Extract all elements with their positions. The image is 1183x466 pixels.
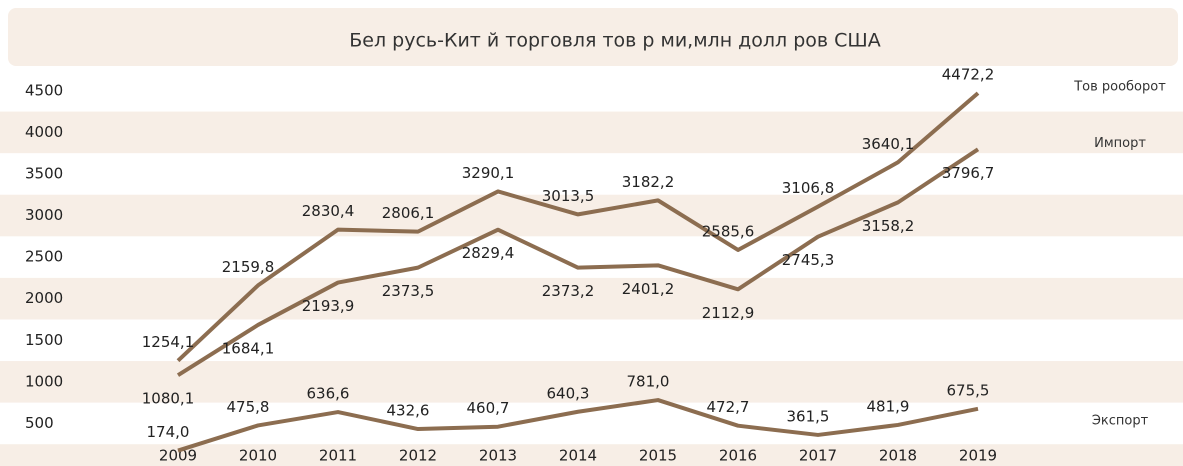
value-label: 781,0	[627, 373, 670, 391]
value-label: 460,7	[467, 399, 510, 417]
value-label: 2401,2	[622, 280, 675, 298]
x-tick-label: 2017	[799, 447, 837, 465]
title-band	[8, 8, 1178, 66]
value-label: 3796,7	[942, 164, 995, 182]
value-label: 1254,1	[142, 333, 195, 351]
x-tick-label: 2013	[479, 447, 517, 465]
value-label: 2373,2	[542, 282, 595, 300]
value-label: 481,9	[867, 397, 910, 415]
value-label: 3640,1	[862, 135, 915, 153]
y-tick-label: 1000	[25, 372, 63, 390]
value-label: 3106,8	[782, 179, 835, 197]
x-tick-label: 2014	[559, 447, 597, 465]
x-tick-label: 2012	[399, 447, 437, 465]
grid-band	[0, 194, 1183, 237]
value-label: 3158,2	[862, 217, 915, 235]
value-label: 2193,9	[302, 297, 355, 315]
value-label: 3290,1	[462, 164, 515, 182]
y-tick-label: 2000	[25, 289, 63, 307]
value-label: 2112,9	[702, 304, 755, 322]
value-label: 2830,4	[302, 202, 355, 220]
chart-title: Бел русь-Кит й торговля тов р ми,млн дол…	[349, 30, 881, 52]
value-label: 640,3	[547, 384, 590, 402]
value-label: 2159,8	[222, 258, 275, 276]
value-label: 675,5	[947, 381, 990, 399]
band	[0, 444, 1183, 466]
grid-band	[0, 277, 1183, 320]
legend-label: Тов рооборот	[1073, 80, 1166, 95]
value-label: 361,5	[787, 407, 830, 425]
x-tick-label: 2010	[239, 447, 277, 465]
series-line	[176, 91, 980, 363]
x-tick-label: 2019	[959, 447, 997, 465]
y-tick-label: 3500	[25, 164, 63, 182]
value-label: 4472,2	[942, 66, 995, 84]
grid-band	[0, 111, 1183, 154]
value-label: 472,7	[707, 398, 750, 416]
value-label: 2745,3	[782, 251, 835, 269]
value-label: 2806,1	[382, 204, 435, 222]
value-label: 174,0	[147, 423, 190, 441]
legend-label: Экспорт	[1092, 413, 1149, 428]
value-label: 3013,5	[542, 187, 595, 205]
legend-label: Импорт	[1094, 136, 1146, 151]
series-line	[177, 398, 979, 453]
y-tick-label: 2500	[25, 248, 63, 266]
y-tick-label: 3000	[25, 206, 63, 224]
x-tick-label: 2009	[159, 447, 197, 465]
value-label: 1684,1	[222, 339, 275, 357]
y-tick-label: 1500	[25, 331, 63, 349]
series-line	[176, 147, 980, 377]
x-tick-label: 2015	[639, 447, 677, 465]
y-tick-label: 4500	[25, 81, 63, 99]
value-label: 636,6	[307, 385, 350, 403]
value-label: 475,8	[227, 398, 270, 416]
grid-band	[0, 361, 1183, 403]
value-label: 2585,6	[702, 222, 755, 240]
x-tick-label: 2011	[319, 447, 357, 465]
x-tick-label: 2016	[719, 447, 757, 465]
value-label: 1080,1	[142, 390, 195, 408]
x-tick-label: 2018	[879, 447, 917, 465]
value-label: 3182,2	[622, 173, 675, 191]
y-tick-label: 4000	[25, 123, 63, 141]
value-label: 432,6	[387, 402, 430, 420]
value-label: 2829,4	[462, 244, 515, 262]
y-tick-label: 500	[25, 414, 54, 432]
bands	[0, 111, 1183, 466]
value-label: 2373,5	[382, 282, 435, 300]
